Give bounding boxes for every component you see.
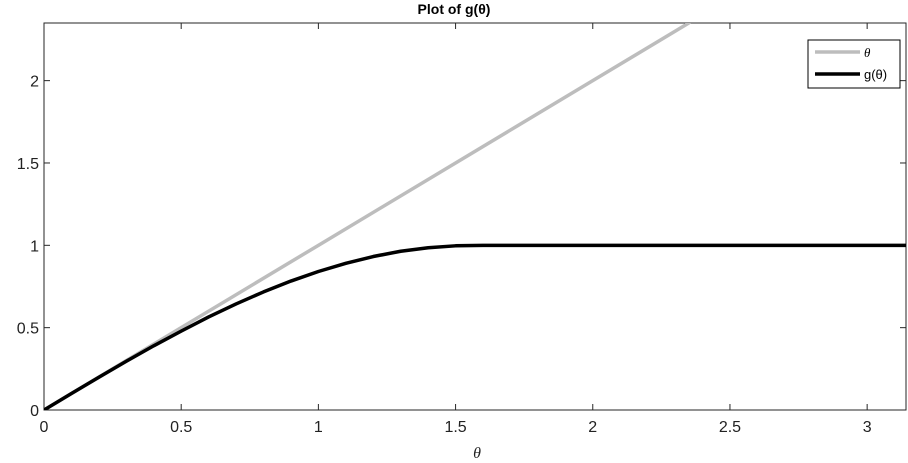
y-tick-label: 0: [30, 403, 39, 420]
x-tick-label: 1.5: [444, 419, 466, 436]
y-tick-label: 1: [30, 238, 39, 255]
plot-area: 0 0.5 1 1.5 2 2.5 3 0 0.5 1 1.5 2: [17, 22, 907, 436]
axes-frame: [43, 22, 907, 411]
x-axis-label: θ: [473, 445, 481, 462]
x-tick-label: 0: [40, 419, 49, 436]
x-tick-label: 2: [588, 419, 597, 436]
legend-box: [807, 39, 901, 89]
x-tick-label: 2.5: [719, 419, 741, 436]
x-tick-label: 0.5: [170, 419, 192, 436]
legend-label-theta: θ: [864, 45, 871, 60]
legend-label-g-theta: g(θ): [864, 67, 887, 82]
y-tick-label: 1.5: [17, 156, 39, 173]
legend: θ g(θ): [807, 39, 901, 89]
y-tick-label: 0.5: [17, 321, 39, 338]
x-tick-label: 3: [863, 419, 872, 436]
x-tick-label: 1: [314, 419, 323, 436]
chart-title: Plot of g(θ): [418, 1, 491, 17]
y-tick-label: 2: [30, 74, 39, 91]
series-line-1: [44, 243, 906, 410]
